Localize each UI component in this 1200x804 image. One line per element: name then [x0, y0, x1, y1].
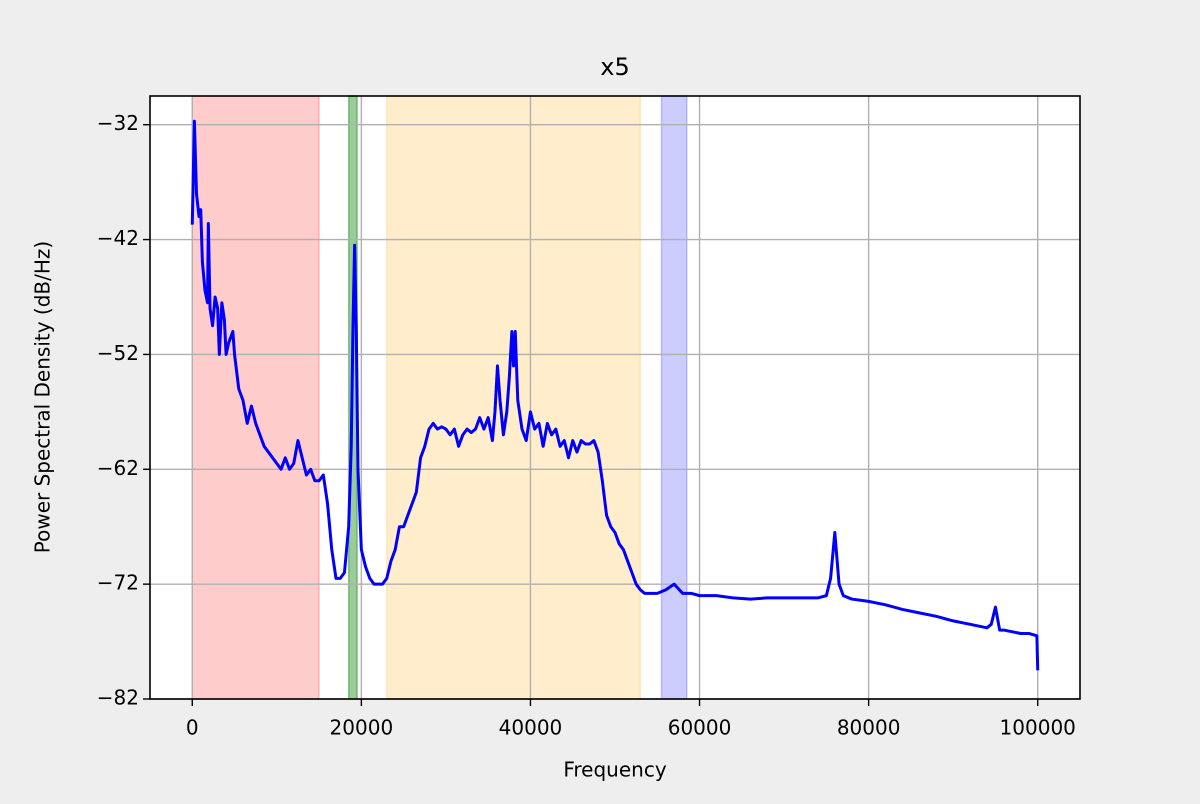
y-tick-label: −82 — [97, 686, 139, 710]
y-tick-label: −32 — [97, 111, 139, 135]
x-tick-label: 40000 — [499, 716, 563, 740]
shaded-band — [191, 95, 320, 700]
shaded-band — [660, 95, 688, 700]
grid — [150, 96, 1080, 700]
lines — [190, 119, 1040, 671]
y-tick-label: −52 — [97, 341, 139, 365]
shaded-band — [385, 95, 642, 700]
plot-background — [150, 96, 1080, 699]
psd-line — [190, 119, 1040, 671]
x-axis-label: Frequency — [563, 758, 666, 782]
spans — [191, 95, 688, 700]
chart-title: x5 — [600, 53, 629, 81]
axes-frame — [149, 95, 1081, 700]
x-tick-label: 20000 — [330, 716, 394, 740]
x-tick-label: 60000 — [668, 716, 732, 740]
y-tick-label: −62 — [97, 456, 139, 480]
x-tick-label: 100000 — [1000, 716, 1076, 740]
y-tick-label: −42 — [97, 226, 139, 250]
x-tick-label: 0 — [186, 716, 199, 740]
axes: 0 20000 40000 60000 80000 100000 −32 −42 −52 −62 −… — [97, 95, 1081, 740]
x-tick-label: 80000 — [837, 716, 901, 740]
y-axis-label: Power Spectral Density (dB/Hz) — [31, 241, 55, 553]
y-tick-label: −72 — [97, 571, 139, 595]
